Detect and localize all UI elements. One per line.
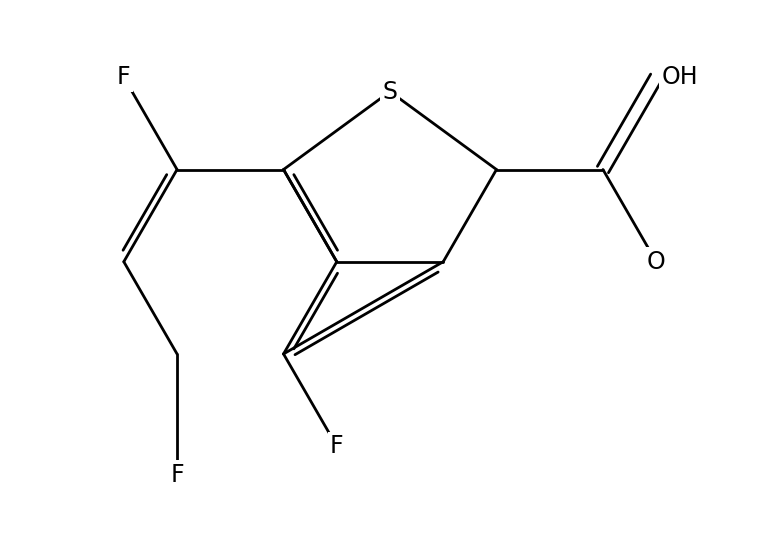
Text: F: F: [117, 65, 130, 89]
Text: F: F: [330, 434, 343, 458]
Text: F: F: [170, 463, 184, 487]
Text: OH: OH: [661, 65, 698, 89]
Text: S: S: [382, 79, 398, 104]
Text: O: O: [647, 250, 665, 274]
